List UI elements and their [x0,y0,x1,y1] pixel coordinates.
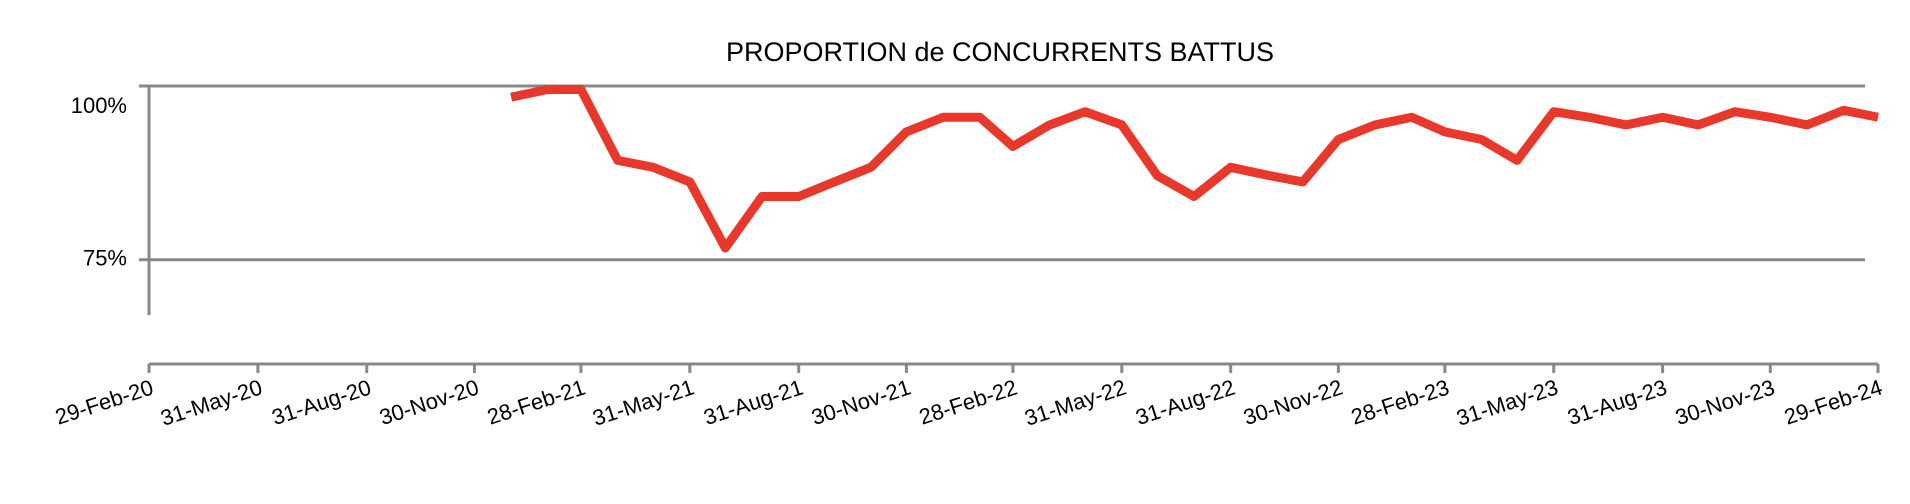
x-tick-label: 28-Feb-21 [484,375,588,430]
x-tick-label: 31-Aug-22 [1133,375,1238,431]
chart-title: PROPORTION de CONCURRENTS BATTUS [726,37,1274,67]
x-tick-label: 31-May-22 [1021,375,1129,431]
x-tick-label: 31-May-21 [589,375,697,431]
y-tick-label: 75% [83,246,127,271]
x-tick-label: 28-Feb-22 [916,375,1020,430]
x-tick-label: 29-Feb-20 [52,375,156,430]
x-tick-label: 30-Nov-20 [376,375,481,431]
x-tick-label: 29-Feb-24 [1781,375,1885,430]
y-tick-label: 100% [71,93,127,118]
x-tick-label: 30-Nov-22 [1240,375,1345,431]
x-tick-label: 31-Aug-23 [1565,375,1670,431]
x-tick-label: 31-Aug-21 [701,375,806,431]
x-tick-label: 28-Feb-23 [1348,375,1452,430]
x-tick-label: 31-Aug-20 [269,375,374,431]
x-tick-label: 30-Nov-21 [808,375,913,431]
data-line [510,84,1879,253]
x-tick-label: 31-May-20 [157,375,265,431]
x-tick-label: 31-May-23 [1453,375,1561,431]
x-tick-label: 30-Nov-23 [1672,375,1777,431]
